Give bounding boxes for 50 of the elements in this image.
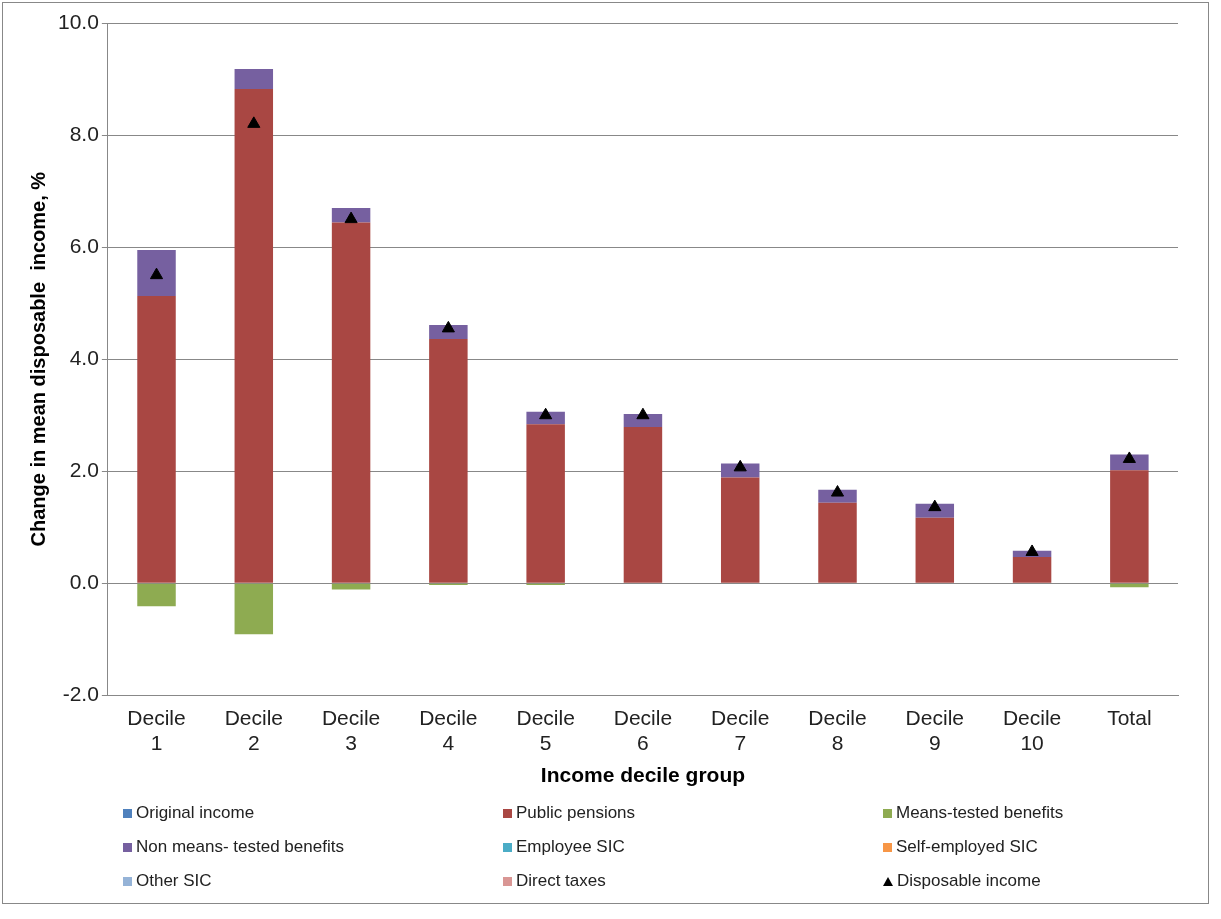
bar	[234, 68, 274, 90]
x-tick-label: Decile 4	[419, 705, 478, 754]
x-tick-label: Decile 10	[1002, 705, 1062, 754]
y-tick-label: 8.0	[69, 121, 99, 145]
legend-label: Non means- tested benefits	[136, 837, 344, 857]
bar	[137, 249, 176, 296]
legend-label: Self-employed SIC	[896, 837, 1038, 857]
bar	[818, 502, 857, 583]
point	[1025, 544, 1039, 556]
x-tick-label: Decile 5	[516, 705, 575, 754]
x-tick-label: Decile 8	[808, 705, 867, 754]
y-tick-label: 4.0	[69, 346, 99, 369]
point	[247, 116, 261, 128]
bar	[137, 295, 176, 583]
point	[441, 320, 455, 333]
bar	[137, 583, 176, 607]
legend-label: Means-tested benefits	[896, 803, 1064, 823]
y-tick-label: 6.0	[69, 233, 99, 257]
bar	[429, 339, 468, 583]
x-tick-label: Decile 6	[613, 705, 673, 754]
y-tick-label: -2.0	[62, 682, 99, 706]
y-tick-label: 2.0	[69, 458, 99, 482]
bar	[526, 424, 565, 583]
x-tick-label: Decile 1	[127, 705, 186, 754]
legend-label: Public pensions	[516, 803, 636, 823]
legend-label: Employee SIC	[516, 837, 625, 857]
x-tick-label: Decile 3	[321, 705, 381, 754]
bar	[1110, 470, 1149, 583]
bar	[234, 89, 274, 583]
legend-label: Other SIC	[136, 871, 212, 891]
bar	[720, 477, 760, 583]
x-tick-label: Total	[1107, 705, 1152, 729]
x-axis-title: Income decile group	[540, 763, 746, 787]
y-axis-title: Change in mean disposable income, %	[26, 171, 49, 547]
bar	[1012, 557, 1052, 583]
x-tick-label: Decile 9	[905, 705, 964, 754]
bar	[623, 427, 663, 583]
legend-label: Disposable income	[897, 871, 1041, 891]
x-tick-label: Decile 2	[224, 705, 283, 754]
point	[636, 407, 650, 420]
y-tick-label: 0.0	[69, 570, 99, 594]
y-tick-label: 10.0	[58, 9, 99, 33]
legend-label: Direct taxes	[516, 871, 606, 891]
point	[539, 407, 553, 420]
legend-label: Original income	[136, 803, 255, 823]
bar	[331, 222, 371, 583]
bar	[234, 583, 274, 635]
bar	[915, 517, 955, 583]
x-tick-label: Decile 7	[711, 705, 770, 754]
point	[830, 485, 845, 497]
